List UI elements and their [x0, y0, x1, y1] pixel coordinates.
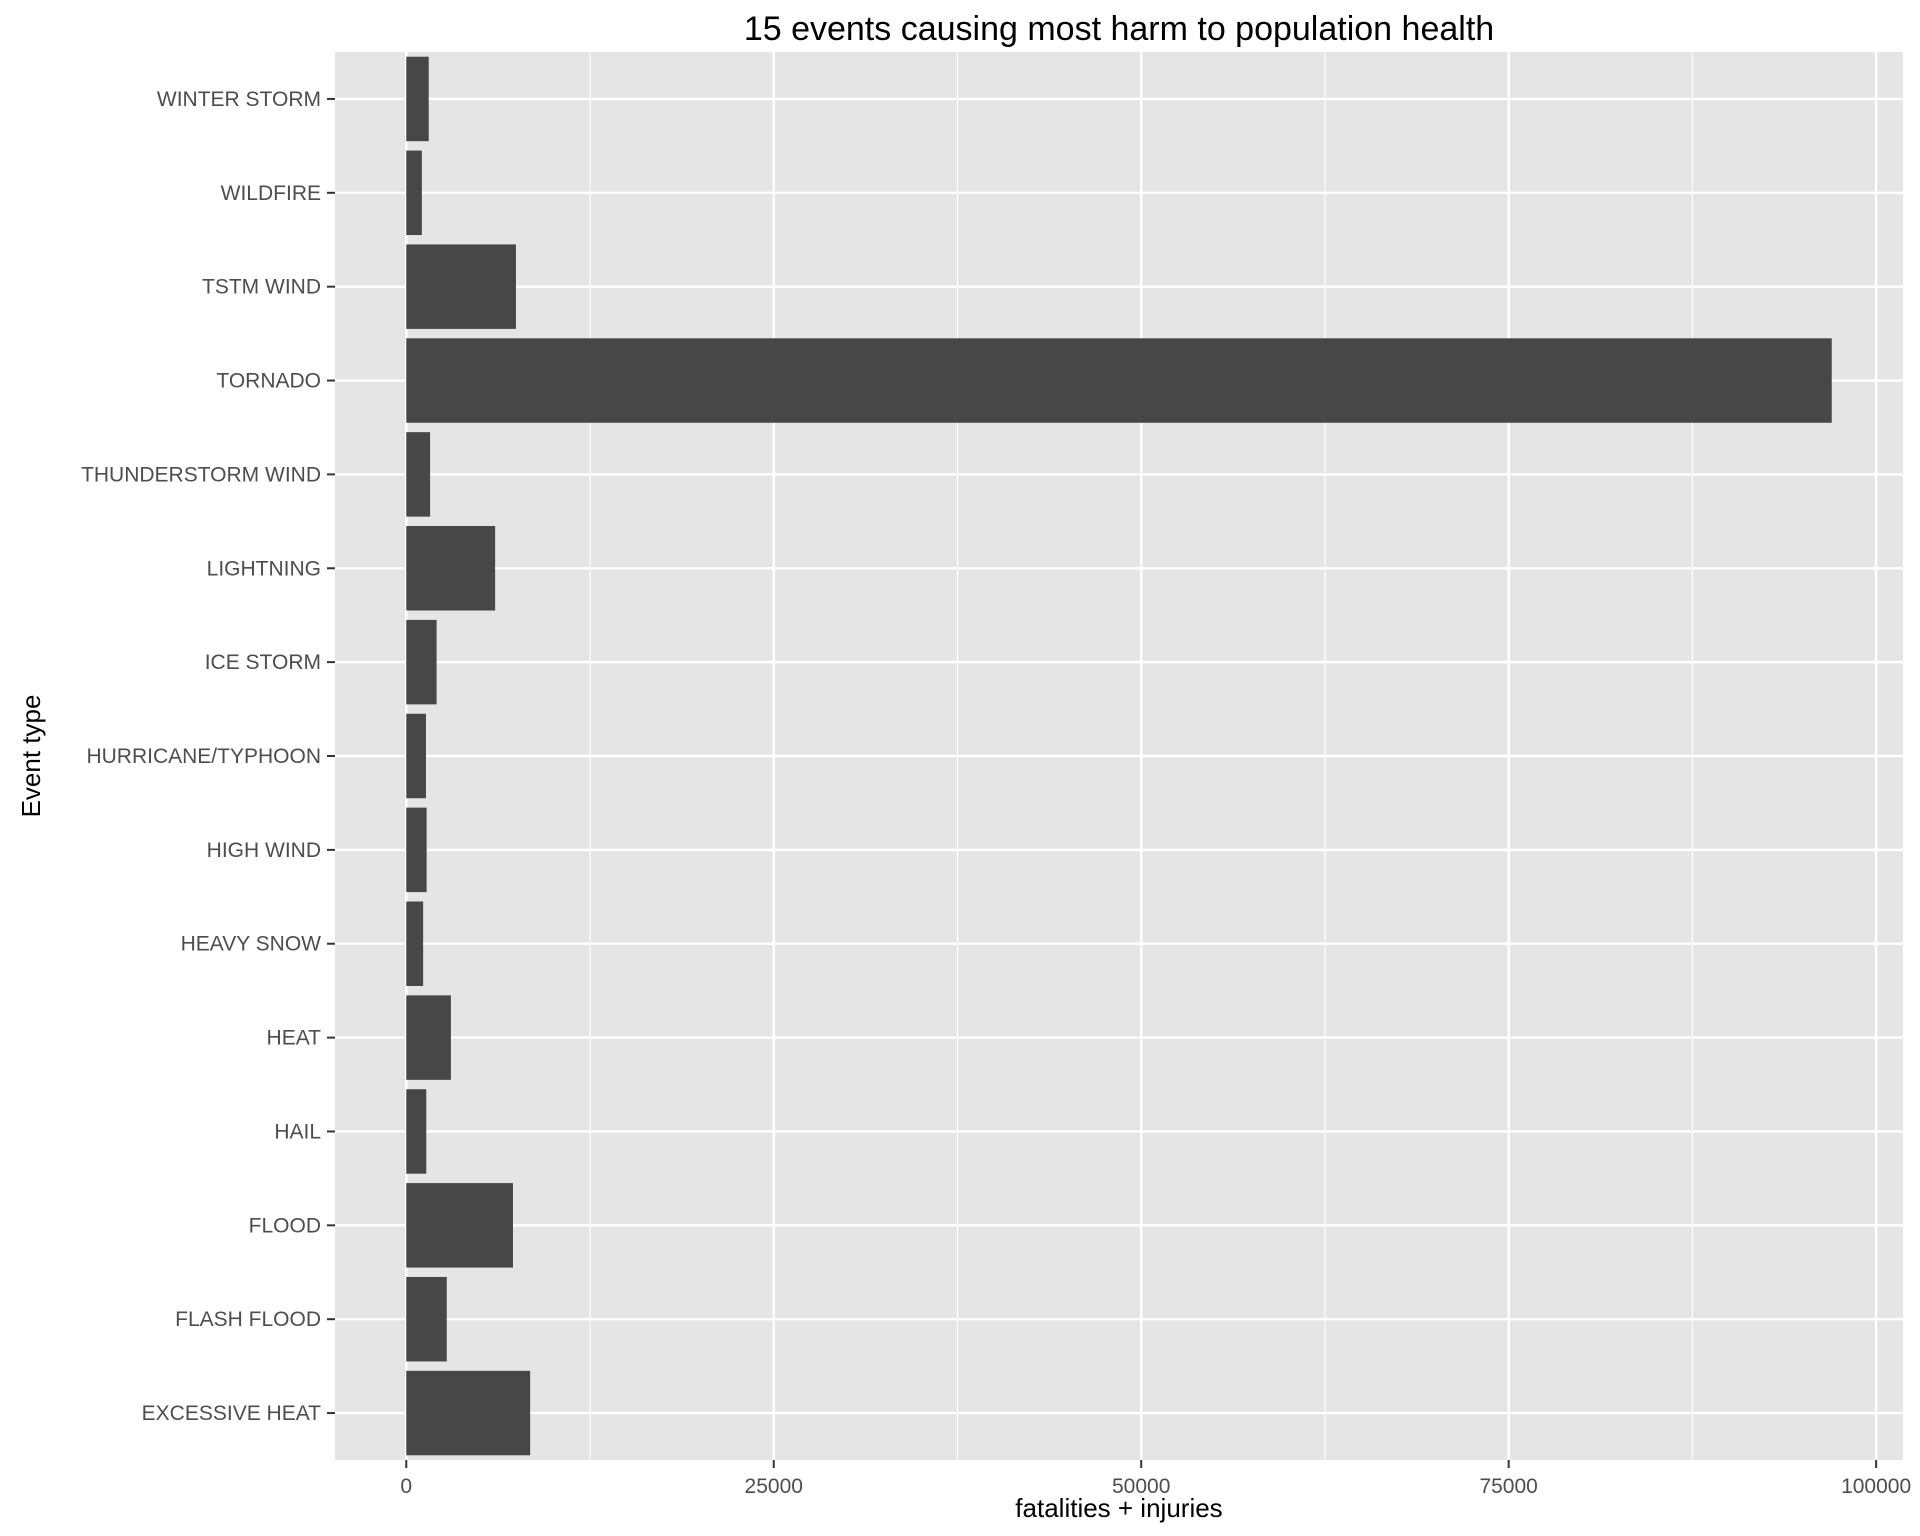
bar-flash-flood [406, 1276, 447, 1362]
y-axis-title: Event type [16, 695, 46, 818]
y-tick-label: ICE STORM [205, 651, 321, 674]
y-tick-label: FLASH FLOOD [175, 1308, 321, 1331]
bar-tstm-wind [406, 244, 516, 329]
y-tick-label: TSTM WIND [202, 276, 321, 299]
bar-excessive-heat [406, 1370, 531, 1456]
x-axis-title: fatalities + injuries [1015, 1493, 1222, 1523]
x-tick-label: 25000 [745, 1475, 803, 1498]
x-tick-label: 50000 [1112, 1475, 1170, 1498]
y-tick-label: WILDFIRE [221, 182, 321, 205]
bar-flood [406, 1183, 513, 1268]
x-axis: 0 25000 50000 75000 100000 [400, 1460, 1911, 1498]
y-tick-label: HIGH WIND [207, 839, 321, 862]
y-axis: EXCESSIVE HEAT FLASH FLOOD FLOOD HAIL HEAT HE… [81, 88, 335, 1425]
y-tick-label: TORNADO [216, 370, 321, 393]
chart-title: 15 events causing most harm to populatio… [744, 10, 1494, 48]
x-tick-label: 100000 [1841, 1475, 1911, 1498]
bar-thunderstorm-wind [406, 432, 431, 517]
y-tick-label: LIGHTNING [207, 557, 321, 580]
bar-tornado [406, 338, 1832, 423]
y-tick-label: EXCESSIVE HEAT [142, 1402, 322, 1425]
y-tick-label: HAIL [274, 1120, 321, 1143]
x-tick-label: 75000 [1479, 1475, 1537, 1498]
y-tick-label: WINTER STORM [157, 88, 321, 111]
bar-wildfire [406, 150, 422, 236]
y-tick-label: FLOOD [249, 1214, 321, 1237]
bar-hail [406, 1089, 427, 1174]
y-tick-label: HEAVY SNOW [181, 933, 322, 956]
y-tick-label: HURRICANE/TYPHOON [86, 745, 321, 768]
bar-ice-storm [406, 619, 437, 705]
bar-lightning [406, 526, 496, 611]
y-tick-label: HEAT [267, 1027, 322, 1050]
x-tick-label: 0 [400, 1475, 412, 1498]
bar-winter-storm [406, 56, 429, 142]
y-tick-label: THUNDERSTORM WIND [81, 463, 321, 486]
bar-hurricane-typhoon [406, 713, 426, 799]
bar-high-wind [406, 807, 427, 893]
plot-area [335, 52, 1903, 1460]
bar-heavy-snow [406, 901, 424, 986]
bar-heat [406, 995, 451, 1080]
